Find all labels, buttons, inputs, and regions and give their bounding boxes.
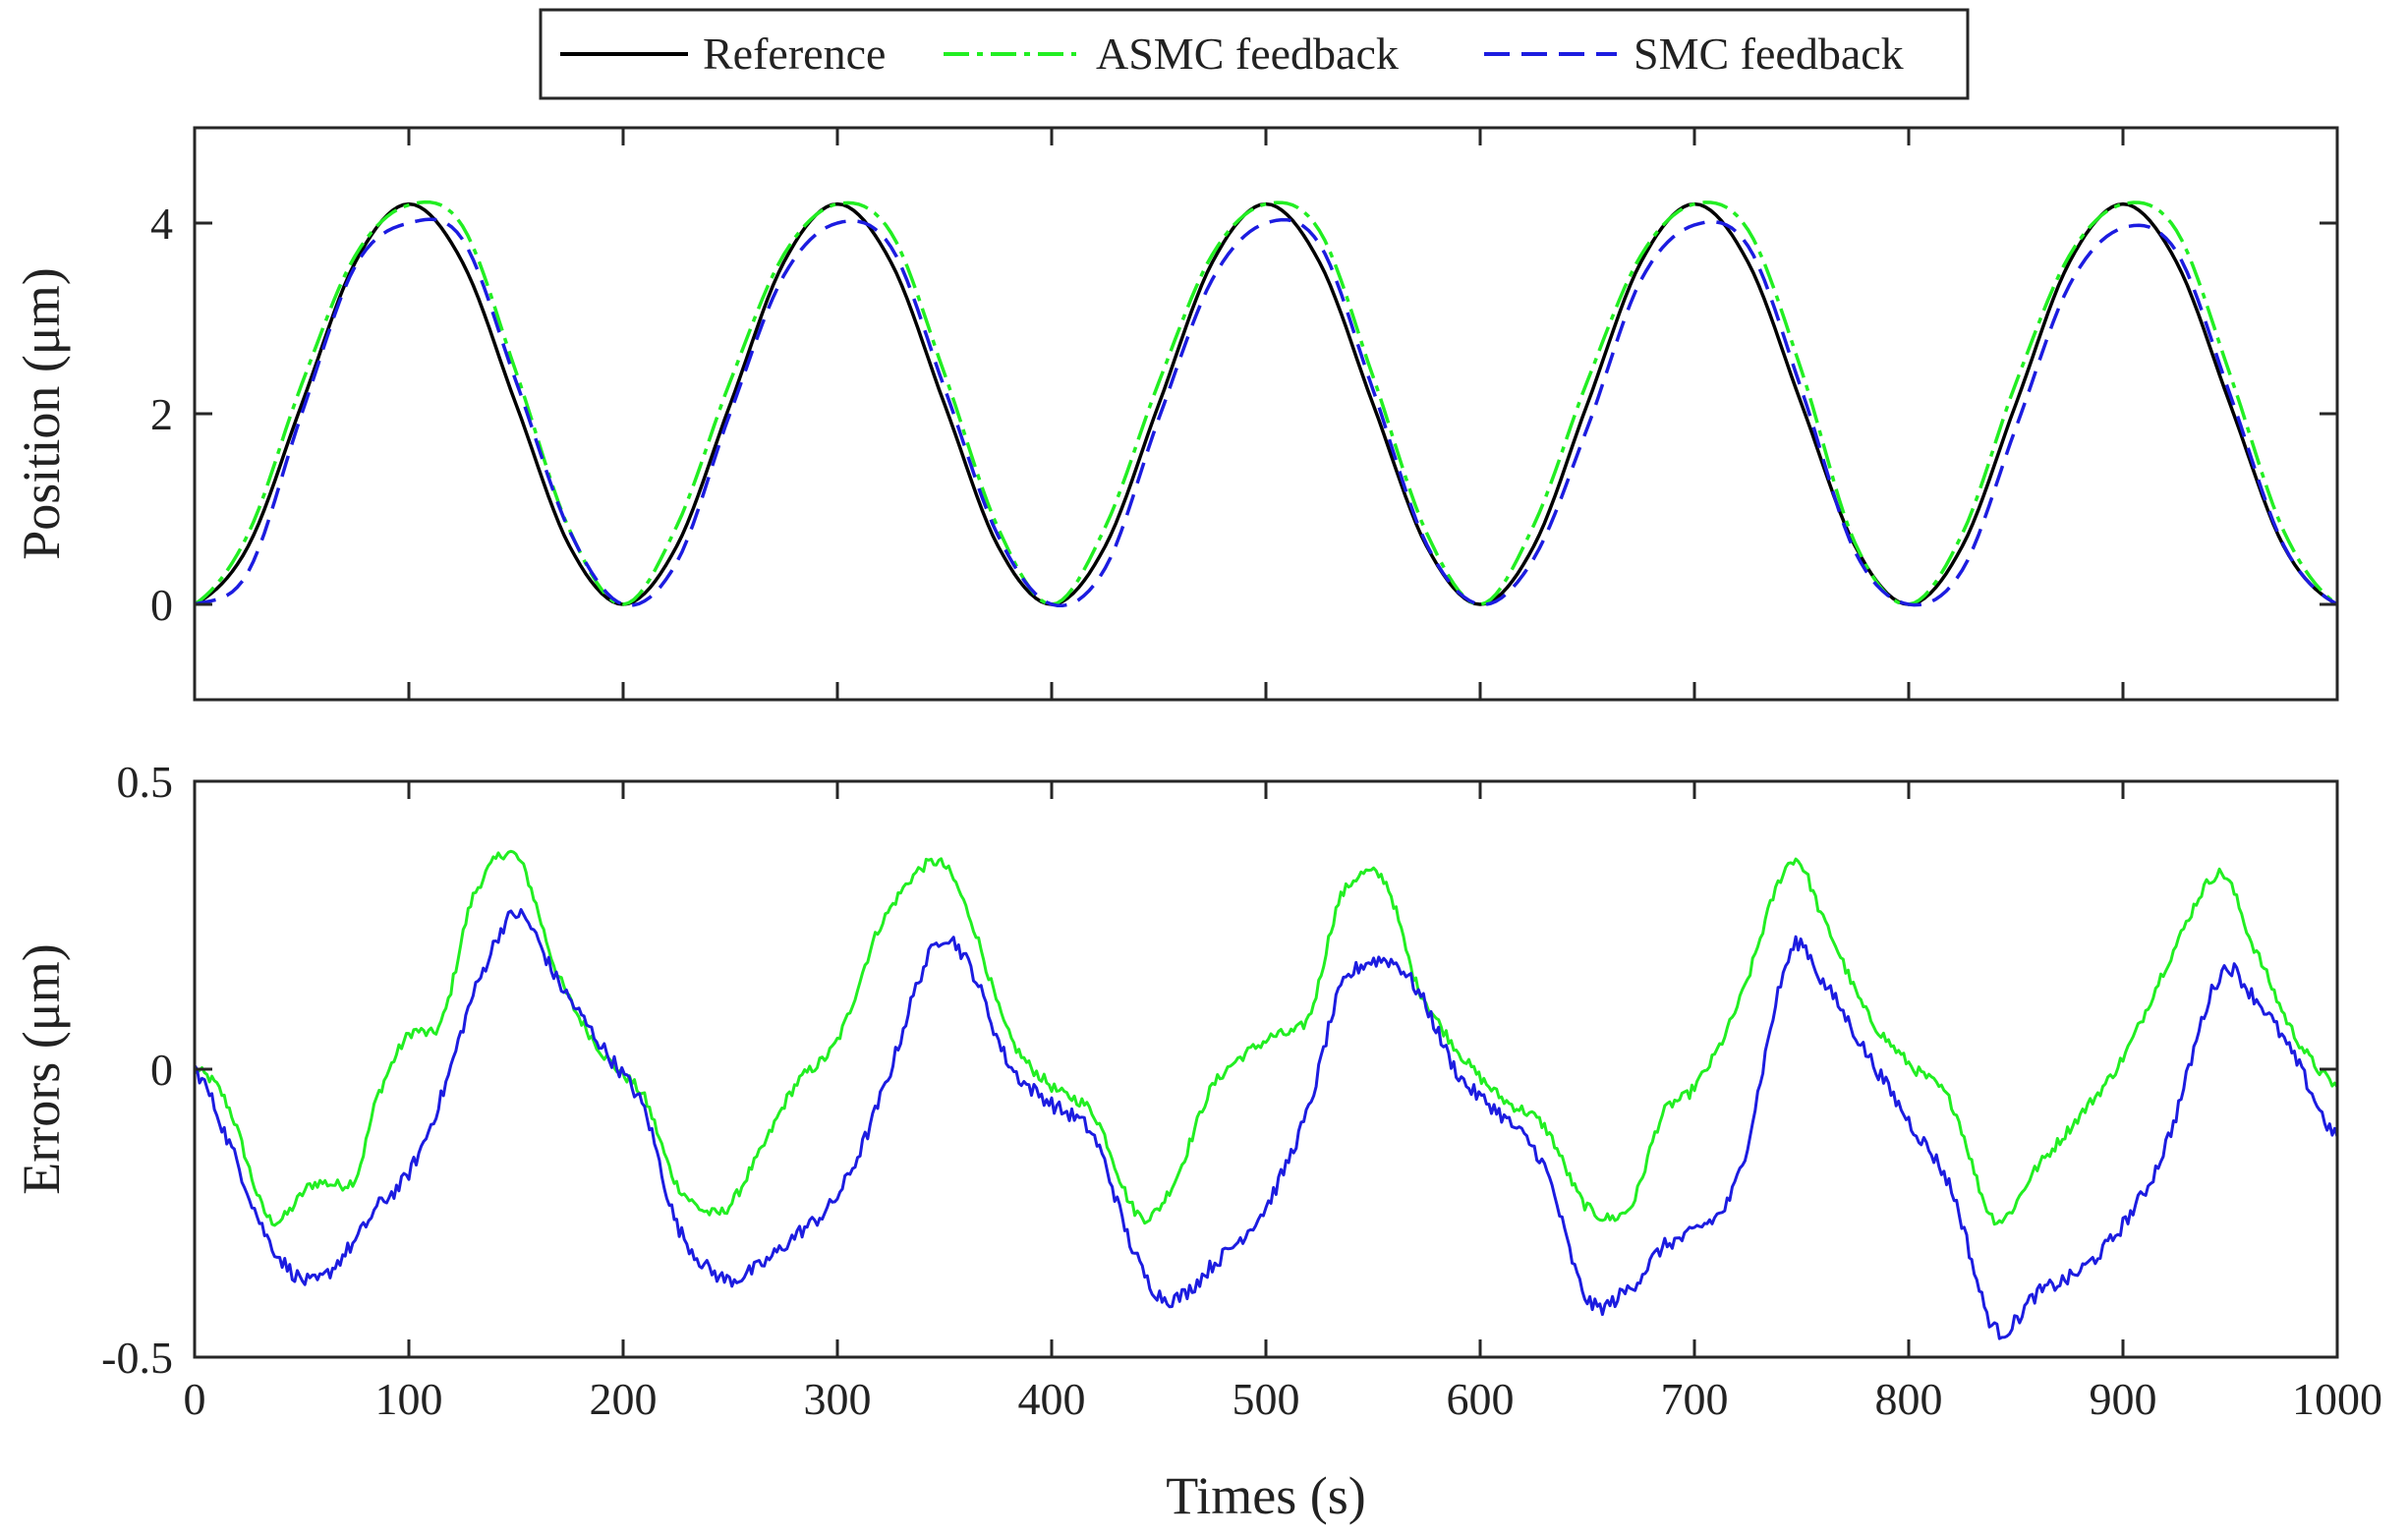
position-line-smc-feedback <box>194 217 2338 608</box>
legend-label-asmc: ASMC feedback <box>1096 28 1399 79</box>
x-tick-label: 900 <box>2090 1374 2157 1424</box>
errors-line-smc-feedback <box>193 908 2339 1340</box>
x-tick-label: 400 <box>1018 1374 1086 1424</box>
y-tick-label: 0.5 <box>117 757 174 807</box>
errors-ticks: 0 100 200 300 400 500 600 700 800 900 1000-0.500.5 <box>101 757 2382 1424</box>
x-tick-label: 600 <box>1447 1374 1515 1424</box>
x-tick-label: 1000 <box>2292 1374 2382 1424</box>
position-y-axis-label: Position (μm) <box>12 267 71 559</box>
y-tick-label: -0.5 <box>101 1333 173 1383</box>
x-tick-label: 100 <box>375 1374 443 1424</box>
position-panel: 0 2 4 Position (μm) <box>12 126 2339 702</box>
legend-box <box>539 8 1970 100</box>
legend-label-reference: Reference <box>703 28 886 79</box>
errors-plot-frame <box>193 779 2339 1359</box>
y-tick-label: 0 <box>150 580 173 630</box>
y-tick-label: 4 <box>150 199 173 249</box>
x-tick-label: 700 <box>1661 1374 1729 1424</box>
y-tick-label: 0 <box>150 1045 173 1095</box>
errors-series <box>193 849 2339 1340</box>
legend: Reference ASMC feedback SMC feedback <box>539 8 1970 100</box>
position-line-asmc-feedback <box>193 199 2339 606</box>
x-tick-label: 300 <box>804 1374 872 1424</box>
position-plot-frame <box>193 126 2339 702</box>
legend-label-smc: SMC feedback <box>1634 28 1904 79</box>
errors-line-asmc-feedback <box>193 849 2339 1227</box>
x-tick-label: 200 <box>590 1374 658 1424</box>
errors-y-axis-label: Errors (μm) <box>12 943 71 1194</box>
position-ticks: 0 2 4 <box>150 128 2339 700</box>
position-series <box>193 199 2339 608</box>
x-axis-label: Times (s) <box>1166 1466 1366 1525</box>
position-line-reference <box>194 201 2338 606</box>
y-tick-label: 2 <box>150 389 173 439</box>
errors-panel: 0 100 200 300 400 500 600 700 800 900 1000-0.500.5… <box>12 757 2382 1525</box>
x-tick-label: 0 <box>184 1374 206 1424</box>
x-tick-label: 800 <box>1875 1374 1943 1424</box>
x-tick-label: 500 <box>1233 1374 1300 1424</box>
